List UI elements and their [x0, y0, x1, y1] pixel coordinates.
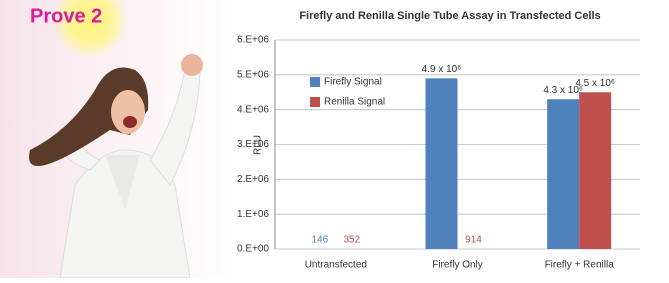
x-tick-label: Firefly Only	[432, 260, 483, 271]
x-tick-label: Firefly + Renilla	[545, 260, 615, 271]
y-tick-label: 6.E+06	[237, 35, 269, 46]
y-tick-label: 4.E+06	[237, 104, 269, 115]
value-label: 146	[311, 235, 328, 246]
badge: Prove 2	[30, 5, 102, 27]
y-tick-label: 5.E+06	[237, 69, 269, 80]
legend-swatch	[310, 97, 320, 107]
value-label: 4.9 x 10⁶	[422, 64, 462, 75]
legend-swatch	[310, 77, 320, 87]
chart-title: Firefly and Renilla Single Tube Assay in…	[299, 10, 600, 22]
y-tick-label: 2.E+06	[237, 174, 269, 185]
bar	[547, 99, 579, 249]
bar	[426, 78, 458, 249]
value-label: 352	[343, 235, 360, 246]
value-label: 914	[465, 235, 482, 246]
y-tick-label: 0.E+00	[237, 244, 269, 255]
bar	[579, 92, 611, 249]
y-tick-label: 3.E+06	[237, 139, 269, 150]
page: Prove 2 Firefly and Renilla Single Tube …	[0, 0, 669, 278]
y-tick-label: 1.E+06	[237, 209, 269, 220]
x-tick-label: Untransfected	[305, 260, 367, 271]
legend-label: Firefly Signal	[324, 77, 382, 88]
legend-label: Renilla Signal	[324, 97, 385, 108]
value-label: 4.5 x 10⁶	[575, 78, 615, 89]
